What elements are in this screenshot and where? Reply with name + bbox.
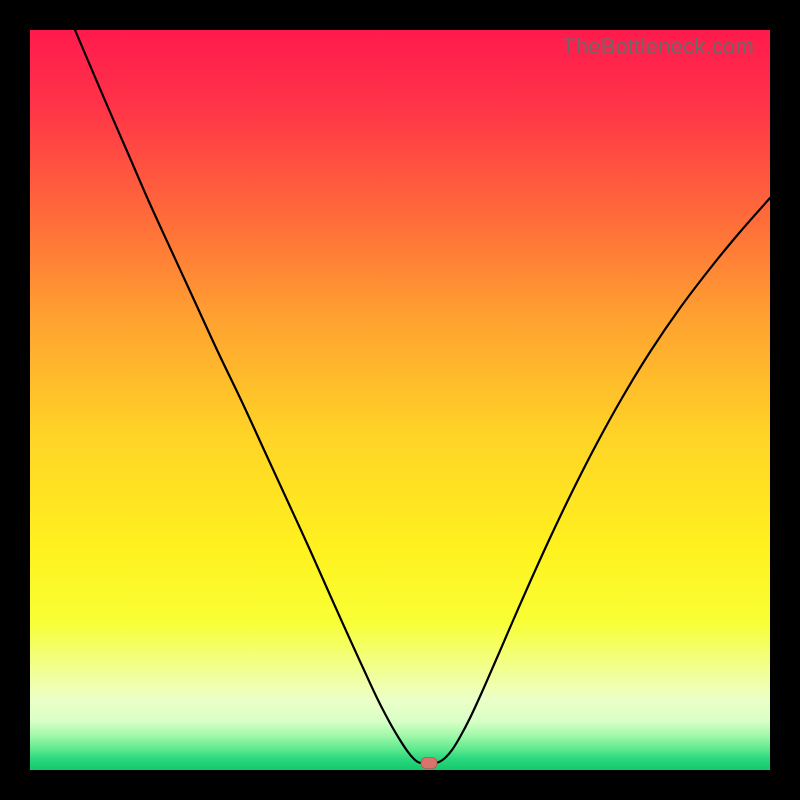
gradient-background xyxy=(30,30,770,770)
plot-area xyxy=(30,30,770,770)
plot-svg xyxy=(30,30,770,770)
bottleneck-marker xyxy=(421,758,437,769)
watermark-text: TheBottleneck.com xyxy=(562,34,754,60)
